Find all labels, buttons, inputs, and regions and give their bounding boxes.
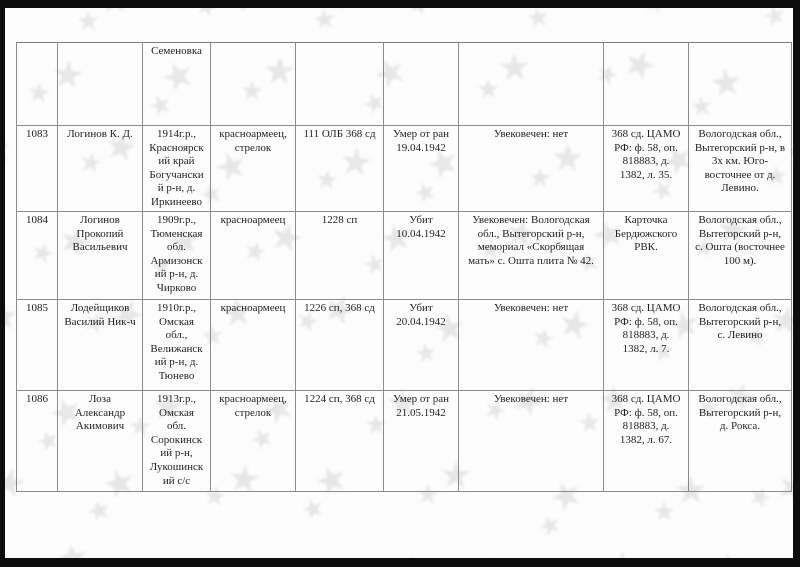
- name-cell: Лоза Александр Акимович: [58, 391, 143, 492]
- table-row: 1083 Логинов К. Д. 1914г.р., Красноярск ий…: [17, 126, 792, 212]
- unit-cell: [296, 43, 384, 126]
- star-watermark-icon: ★: [96, 0, 133, 22]
- burial-cell: Вологодская обл., Вытегорский р-н, в 3х …: [689, 126, 792, 212]
- star-watermark-icon: ★: [474, 544, 519, 567]
- memorial-cell: [459, 43, 604, 126]
- star-watermark-icon: ★★: [457, 544, 555, 567]
- star-watermark-icon: ★: [540, 0, 582, 18]
- memorial-cell: Увековечен: Вологодская обл., Вытегорски…: [459, 212, 604, 300]
- source-cell: 368 сд. ЦАМО РФ: ф. 58, оп. 818883, д. 1…: [604, 391, 689, 492]
- star-watermark-icon: ★: [523, 0, 553, 35]
- fate-cell: Умер от ран 19.04.1942: [384, 126, 459, 212]
- row-number-cell: 1084: [17, 212, 58, 300]
- burial-cell: [689, 43, 792, 126]
- name-cell: [58, 43, 143, 126]
- star-watermark-icon: ★★: [364, 547, 459, 567]
- star-watermark-icon: ★: [774, 0, 800, 15]
- row-number-cell: 1085: [17, 300, 58, 391]
- source-cell: [604, 43, 689, 126]
- star-watermark-icon: ★: [0, 0, 15, 14]
- star-watermark-icon: ★★: [639, 0, 735, 48]
- memorial-cell: Увековечен: нет: [459, 300, 604, 391]
- memorial-cell: Увековечен: нет: [459, 126, 604, 212]
- star-watermark-icon: ★: [83, 492, 115, 529]
- fate-cell: Убит 10.04.1942: [384, 212, 459, 300]
- star-watermark-icon: ★: [52, 535, 93, 567]
- fate-cell: Убит 20.04.1942: [384, 300, 459, 391]
- star-watermark-icon: ★: [532, 507, 568, 545]
- burial-cell: Вологодская обл., Вытегорский р-н, д. Ро…: [689, 391, 792, 492]
- star-watermark-icon: ★★: [34, 535, 126, 567]
- birthplace-cell: 1910г.р., Омская обл., Велижанск ий р-н,…: [143, 300, 211, 391]
- birthplace-cell: 1914г.р., Красноярск ий край Богучански …: [143, 126, 211, 212]
- star-watermark-icon: ★: [310, 3, 339, 36]
- star-watermark-icon: ★★: [522, 0, 616, 48]
- star-watermark-icon: ★★: [578, 544, 669, 567]
- rank-cell: красноармеец, стрелок: [211, 391, 296, 492]
- star-watermark-icon: ★: [759, 0, 791, 34]
- star-watermark-icon: ★: [190, 0, 224, 25]
- star-watermark-icon: ★: [296, 490, 330, 527]
- star-watermark-icon: ★: [403, 0, 436, 23]
- star-watermark-icon: ★: [263, 548, 306, 567]
- fate-cell: [384, 43, 459, 126]
- burial-cell: Вологодская обл., Вытегорский р-н, с. Ле…: [689, 300, 792, 391]
- row-number-cell: [17, 43, 58, 126]
- birthplace-cell: Семеновка: [143, 43, 211, 126]
- star-watermark-icon: ★★: [692, 538, 793, 567]
- name-cell: Логинов К. Д.: [58, 126, 143, 212]
- table-row: 1085 Лодейщиков Василий Ник-ч 1910г.р., Ом…: [17, 300, 792, 391]
- star-watermark-icon: ★★: [0, 0, 54, 47]
- star-watermark-icon: ★: [708, 540, 755, 567]
- memorial-cell: Увековечен: нет: [459, 391, 604, 492]
- star-watermark-icon: ★: [388, 545, 430, 567]
- unit-cell: 111 ОЛБ 368 сд: [296, 126, 384, 212]
- row-number-cell: 1086: [17, 391, 58, 492]
- star-watermark-icon: ★★: [757, 0, 800, 46]
- star-watermark-icon: ★: [216, 0, 264, 24]
- source-cell: 368 сд. ЦАМО РФ: ф. 58, оп. 818883, д. 1…: [604, 126, 689, 212]
- star-watermark-icon: ★: [651, 496, 677, 527]
- star-watermark-icon: ★: [152, 548, 197, 567]
- table-row: 1086 Лоза Александр Акимович 1913г.р., Омс…: [17, 391, 792, 492]
- name-cell: Лодейщиков Василий Ник-ч: [58, 300, 143, 391]
- star-watermark-icon: ★: [601, 543, 641, 567]
- rank-cell: [211, 43, 296, 126]
- star-watermark-icon: ★: [330, 0, 369, 20]
- fate-cell: Умер от ран 21.05.1942: [384, 391, 459, 492]
- name-cell: Логинов Прокопий Васильевич: [58, 212, 143, 300]
- unit-cell: 1224 сп, 368 сд: [296, 391, 384, 492]
- source-cell: Карточка Бердюжского РВК.: [604, 212, 689, 300]
- unit-cell: 1228 сп: [296, 212, 384, 300]
- rank-cell: красноармеец: [211, 212, 296, 300]
- star-watermark-icon: ★: [664, 0, 708, 15]
- star-watermark-icon: ★: [75, 5, 101, 37]
- source-cell: 368 сд. ЦАМО РФ: ф. 58, оп. 818883, д. 1…: [604, 300, 689, 391]
- rank-cell: красноармеец: [211, 300, 296, 391]
- unit-cell: 1226 сп, 368 сд: [296, 300, 384, 391]
- star-watermark-icon: ★: [428, 0, 474, 19]
- star-watermark-icon: ★: [640, 0, 671, 21]
- rank-cell: красноармеец, стрелок: [211, 126, 296, 212]
- birthplace-cell: 1909г.р., Тюменская обл. Армизонск ий р-…: [143, 212, 211, 300]
- casualty-table: Семеновка 1083 Логинов К. Д. 1914г.р., Крас…: [16, 42, 792, 492]
- birthplace-cell: 1913г.р., Омская обл. Сорокинск ий р-н, …: [143, 391, 211, 492]
- table-row: 1084 Логинов Прокопий Васильевич 1909г.р.,…: [17, 212, 792, 300]
- row-number-cell: 1083: [17, 126, 58, 212]
- burial-cell: Вологодская обл., Вытегорский р-н, с. Ош…: [689, 212, 792, 300]
- star-watermark-icon: ★★: [245, 550, 340, 567]
- star-watermark-icon: ★★: [126, 550, 224, 567]
- table-row: Семеновка: [17, 43, 792, 126]
